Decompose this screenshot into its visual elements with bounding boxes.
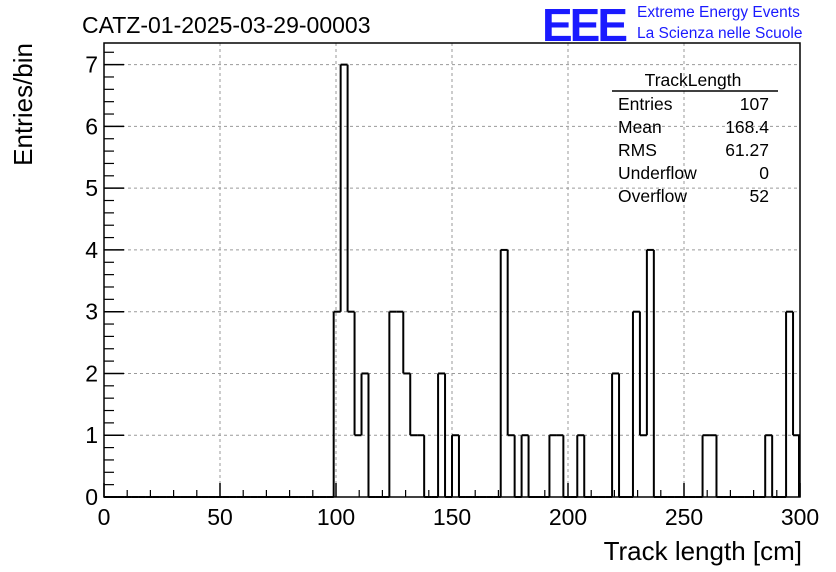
histogram-bin	[520, 434, 529, 497]
histogram-bin	[771, 435, 780, 498]
y-tick-label: 3	[85, 299, 98, 325]
stats-box-title: TrackLength	[645, 70, 742, 90]
histogram-bin	[785, 310, 794, 497]
y-axis-label: Entries/bin	[8, 43, 38, 166]
x-axis-label: Track length [cm]	[604, 536, 802, 566]
stats-label-rms: RMS	[618, 140, 657, 160]
histogram-bin	[576, 434, 585, 497]
histogram-bin	[715, 435, 724, 498]
stats-label-mean: Mean	[618, 117, 662, 137]
x-tick-label: 50	[207, 504, 233, 530]
x-tick-label: 300	[781, 504, 819, 530]
histogram-bin	[346, 64, 355, 313]
histogram-bin	[638, 311, 647, 437]
histogram-bin	[499, 248, 508, 497]
histogram-bin	[339, 63, 348, 312]
stats-value-overflow: 52	[750, 186, 769, 206]
histogram-bin	[527, 435, 536, 498]
histogram-bin	[360, 372, 369, 436]
histogram-bin	[583, 435, 592, 498]
y-tick-label: 2	[85, 360, 98, 386]
stats-value-underflow: 0	[759, 163, 769, 183]
stats-value-entries: 107	[740, 94, 769, 114]
histogram-bin	[506, 249, 515, 437]
stats-label-entries: Entries	[618, 94, 673, 114]
y-tick-label: 5	[85, 175, 98, 201]
stats-value-rms: 61.27	[725, 140, 769, 160]
histogram-bin	[764, 434, 773, 497]
histogram-bin	[611, 372, 620, 497]
eee-logo-mark: EEE	[542, 0, 628, 51]
axis-tick-labels: 0 50 100 150 200 250 300 0 1 2 3 4 5 6 7	[85, 52, 819, 530]
histogram-bin	[645, 248, 654, 436]
histogram-bin	[457, 435, 466, 498]
stats-box: TrackLength Entries 107 Mean 168.4 RMS 6…	[612, 70, 778, 206]
histogram-bin	[423, 435, 432, 498]
stats-label-overflow: Overflow	[618, 186, 687, 206]
y-tick-label: 6	[85, 113, 98, 139]
x-tick-label: 200	[549, 504, 587, 530]
histogram-bin	[451, 434, 459, 497]
histogram-bin	[437, 372, 446, 497]
x-tick-label: 150	[433, 504, 471, 530]
histogram-bin	[409, 373, 418, 437]
histogram-bin	[548, 434, 557, 497]
grid-lines	[104, 43, 800, 497]
eee-logo-line-2: La Scienza nelle Scuole	[637, 25, 803, 42]
eee-logo-line-1: Extreme Energy Events	[637, 4, 800, 21]
stats-label-underflow: Underflow	[618, 163, 697, 183]
histogram-bin	[402, 311, 411, 375]
histogram-bin	[332, 310, 341, 497]
histogram-bin	[513, 435, 522, 498]
x-tick-label: 100	[317, 504, 355, 530]
chart-title: CATZ-01-2025-03-29-00003	[82, 12, 371, 38]
y-tick-label: 0	[85, 484, 98, 510]
histogram-bin	[701, 434, 710, 497]
x-tick-label: 250	[665, 504, 703, 530]
y-tick-label: 1	[85, 422, 98, 448]
y-tick-label: 7	[85, 52, 98, 78]
y-tick-label: 4	[85, 237, 98, 263]
histogram-bin	[562, 435, 571, 498]
axis-ticks	[103, 51, 801, 498]
histogram-bin	[388, 310, 397, 497]
x-tick-label: 0	[98, 504, 111, 530]
stats-value-mean: 168.4	[725, 117, 769, 137]
histogram-bin	[353, 311, 362, 437]
histogram-bin	[631, 310, 640, 497]
